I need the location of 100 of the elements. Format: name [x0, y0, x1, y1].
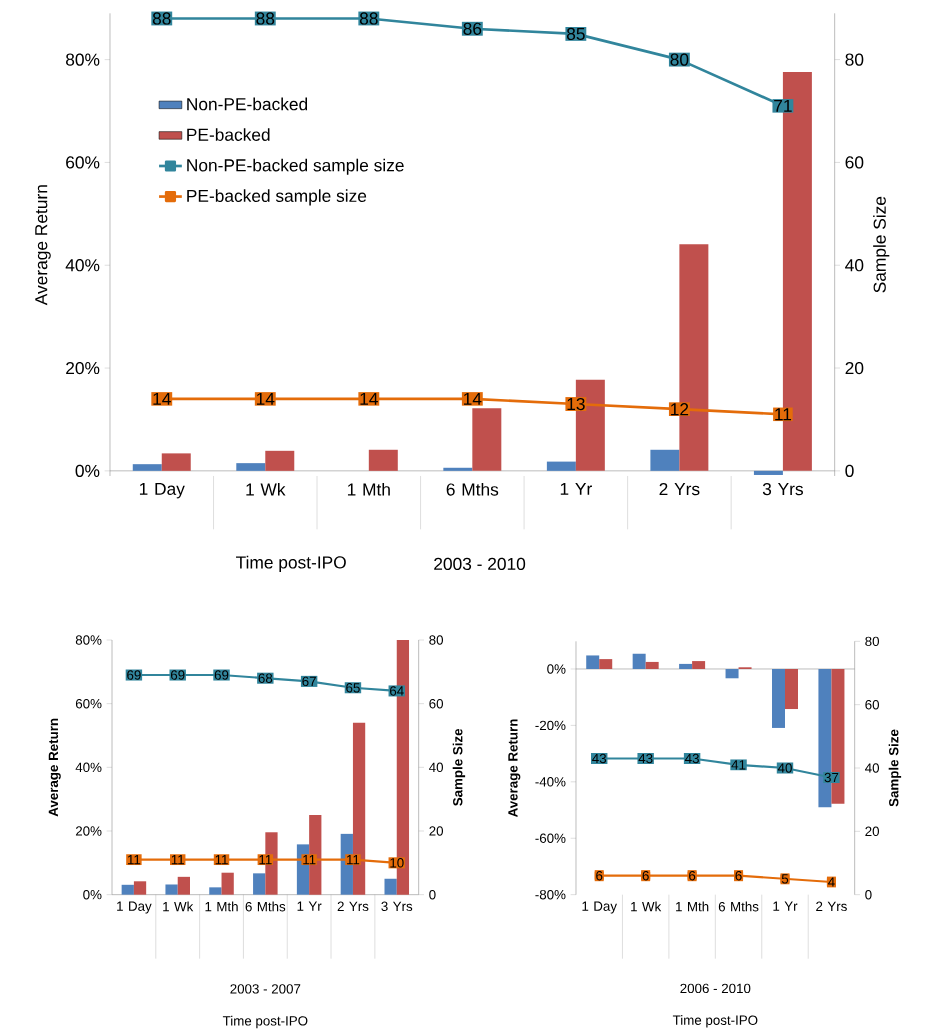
y-tick-label: 0% — [83, 889, 102, 900]
y2-tick-label: 40 — [428, 762, 443, 773]
y2-tick-label: 0 — [865, 889, 872, 900]
data-label: 43 — [638, 753, 653, 764]
y-tick-label: -60% — [535, 833, 566, 843]
y2-tick-label: 20 — [845, 361, 864, 375]
x-axis-title: Time post-IPO — [672, 1015, 758, 1028]
x-tick-label: 1 Mth — [347, 482, 390, 496]
y2-tick-label: 0 — [429, 889, 436, 900]
data-label: 6 — [735, 870, 742, 881]
legend-label: Non-PE-backed sample size — [187, 158, 404, 175]
data-label: 11 — [303, 855, 316, 865]
bar — [472, 408, 502, 471]
bar — [209, 887, 222, 895]
x-tick-label: 1 Day — [116, 901, 152, 914]
y-tick-label: 80% — [75, 635, 102, 645]
x-tick-label: 1 Wk — [630, 901, 662, 912]
x-tick-label: 2 Yrs — [816, 901, 847, 912]
y2-tick-label: 80 — [429, 635, 443, 645]
data-label: 11 — [127, 855, 141, 865]
y2-tick-label: 80 — [865, 636, 879, 647]
bar — [784, 668, 798, 710]
x-tick-label: 2 Yrs — [337, 901, 369, 912]
y-tick-label: 80% — [65, 53, 100, 66]
bar — [161, 453, 191, 471]
y2-tick-label: 40 — [844, 259, 864, 272]
x-tick-label: 6 Mths — [245, 901, 286, 912]
y2-axis-title: Sample Size — [452, 728, 465, 806]
x-tick-label: 1 Yr — [560, 482, 592, 495]
bar — [165, 884, 178, 895]
y-tick-label: 60% — [65, 156, 100, 169]
bar — [221, 872, 234, 895]
y-axis-title: Average Return — [508, 719, 521, 818]
y2-tick-label: 20 — [865, 826, 879, 837]
y-tick-label: 60% — [75, 698, 102, 709]
bar — [645, 661, 659, 669]
x-tick-label: 6 Mths — [718, 901, 759, 912]
bar — [632, 653, 646, 669]
bar — [252, 873, 266, 895]
bar — [678, 663, 692, 669]
x-tick-label: 1 Yr — [297, 901, 322, 911]
y2-tick-label: 60 — [865, 699, 879, 710]
bar — [133, 881, 147, 895]
x-tick-label: 1 Mth — [205, 901, 238, 912]
x-tick-label: 1 Day — [139, 482, 185, 499]
data-label: 6 — [688, 870, 696, 881]
y-tick-label: 40% — [75, 762, 102, 773]
data-label: 6 — [642, 870, 649, 881]
data-label: 5 — [781, 874, 788, 884]
y-tick-label: 40% — [65, 259, 100, 272]
data-label: 11 — [775, 408, 791, 421]
x-axis-title: Time post-IPO — [222, 1015, 308, 1029]
y-tick-label: 0% — [547, 664, 566, 674]
y-tick-label: -40% — [535, 777, 566, 787]
bar — [384, 878, 397, 895]
legend-label: PE-backed sample size — [187, 189, 366, 206]
data-label: 37 — [824, 772, 839, 783]
legend-label: PE-backed — [187, 128, 270, 141]
bar — [177, 876, 190, 895]
bar — [753, 470, 783, 475]
bar — [132, 464, 162, 471]
data-label: 43 — [591, 753, 606, 764]
y-axis-title: Average Return — [48, 718, 61, 817]
bar — [265, 450, 295, 471]
bar — [586, 655, 600, 669]
bar — [236, 463, 266, 471]
y2-tick-label: 0 — [845, 464, 854, 477]
y-tick-label: 0% — [75, 464, 100, 477]
bar — [691, 661, 705, 669]
x-tick-label: 1 Wk — [163, 901, 194, 912]
y2-axis-title: Sample Size — [872, 196, 890, 293]
legend-label: Non-PE-backed — [187, 97, 307, 111]
x-axis-title: Time post-IPO — [235, 555, 346, 572]
x-tick-label: 1 Wk — [246, 482, 286, 496]
y-axis-title: Average Return — [35, 185, 51, 306]
y-tick-label: -80% — [535, 889, 566, 900]
bar — [771, 668, 785, 728]
x-tick-label: 1 Mth — [675, 901, 709, 912]
x-tick-label: 1 Day — [582, 901, 617, 914]
data-label: 11 — [346, 855, 360, 865]
y2-tick-label: 80 — [845, 53, 864, 66]
bar — [121, 884, 134, 895]
y2-tick-label: 20 — [429, 826, 443, 836]
text: 2003 - 2007 — [230, 984, 301, 994]
x-tick-label: 3 Yrs — [762, 482, 803, 496]
y2-axis-title: Sample Size — [888, 729, 901, 807]
bar — [546, 461, 576, 471]
bar — [443, 467, 473, 471]
data-label: 11 — [259, 855, 272, 865]
y-tick-label: 20% — [65, 361, 100, 375]
bar — [368, 449, 398, 471]
x-tick-label: 2 Yrs — [659, 482, 700, 496]
data-label: 43 — [684, 753, 699, 764]
data-label: 6 — [596, 870, 603, 881]
x-tick-label: 3 Yrs — [381, 901, 413, 912]
y2-tick-label: 40 — [864, 763, 879, 773]
bar — [650, 449, 680, 471]
bar — [725, 668, 739, 679]
x-tick-label: 6 Mths — [446, 482, 499, 496]
bar — [599, 659, 613, 669]
